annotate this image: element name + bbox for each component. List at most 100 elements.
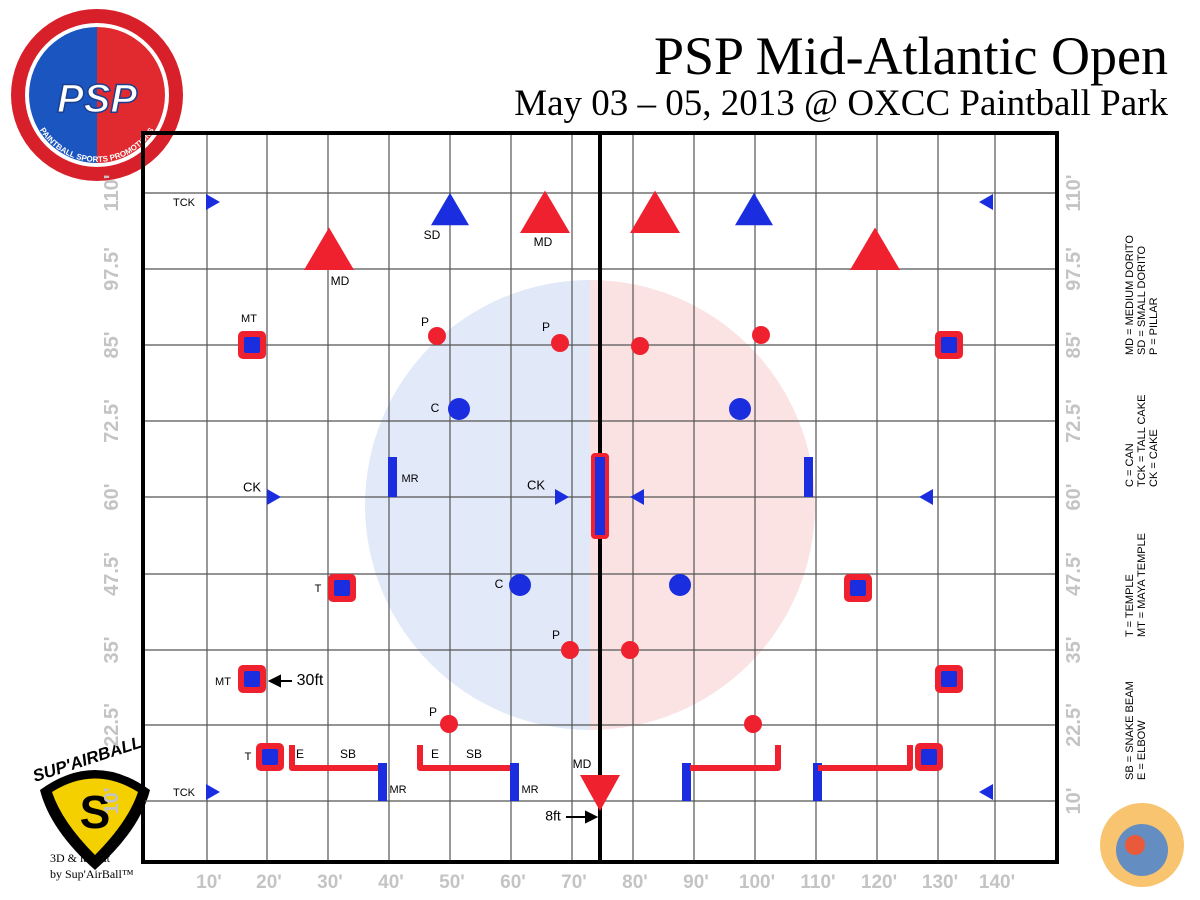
mr (682, 763, 691, 801)
pillar (752, 326, 770, 344)
pillar (440, 715, 458, 733)
bunker-label: T (245, 751, 252, 763)
y-axis-label: 47.5' (1063, 552, 1085, 596)
legend-entry: MD = MEDIUM DORITO (1124, 235, 1136, 355)
bunker-label: E (296, 747, 304, 761)
legend-entry: SD = SMALL DORITO (1136, 245, 1148, 355)
legend-entry: E = ELBOW (1136, 720, 1148, 780)
bunker-label: E (431, 747, 439, 761)
dorito (850, 227, 900, 270)
dorito (431, 192, 469, 226)
mr (510, 763, 519, 801)
bunker-label: MR (389, 784, 406, 796)
temple-core (262, 749, 278, 765)
pillar (428, 327, 446, 345)
bunker-label: TCK (173, 787, 196, 799)
can (509, 574, 531, 596)
bunker-label: 8ft (545, 808, 561, 824)
legend-entry: P = PILLAR (1148, 297, 1160, 355)
bunker-label: P (429, 705, 437, 719)
y-axis-label: 72.5' (1063, 399, 1085, 443)
dorito (304, 227, 354, 270)
legend-entry: SB = SNAKE BEAM (1124, 681, 1136, 780)
psp-logo: PSP PAINTBALL SPORTS PROMOTIONS (11, 9, 183, 181)
mr (388, 457, 397, 497)
cake (206, 784, 220, 800)
bunker-label: 30ft (297, 672, 324, 689)
bunker-label: SB (466, 747, 482, 761)
bunker-label: MT (241, 313, 257, 325)
mr (804, 457, 813, 497)
y-axis-label: 35' (101, 636, 123, 663)
snake-beam (818, 745, 913, 771)
snake-beam (289, 745, 378, 771)
x-axis-label: 40' (378, 872, 404, 893)
bunker-label: MD (573, 757, 592, 771)
cake (919, 489, 933, 505)
y-axis-label: 85' (1063, 331, 1085, 358)
y-axis-label: 60' (1063, 483, 1085, 510)
bunker-label: C (495, 577, 504, 591)
x-axis-label: 90' (683, 872, 709, 893)
bunker-label: MT (215, 676, 231, 688)
x-axis-label: 120' (861, 872, 897, 893)
bunker-label: MD (534, 235, 553, 249)
temple-core (244, 671, 260, 687)
y-axis-label: 110' (101, 174, 123, 211)
bunker-label: P (421, 315, 429, 329)
pillar (551, 334, 569, 352)
bunker-label: SB (340, 747, 356, 761)
snake-beam (690, 745, 781, 771)
supairball-logo: S SUP'AIRBALL 3D & layout by Sup'AirBall… (30, 733, 150, 881)
legend-entry: TCK = TALL CAKE (1136, 395, 1148, 487)
y-axis-label: 85' (101, 331, 123, 358)
x-axis-label: 60' (500, 872, 526, 893)
x-axis-label: 10' (196, 872, 222, 893)
title: PSP Mid-Atlantic Open (654, 26, 1168, 86)
s-mark: S (80, 786, 111, 838)
credit-line: 3D & layout (50, 851, 111, 865)
y-axis-label: 10' (1063, 787, 1085, 814)
bunker-label: TCK (173, 197, 196, 209)
cake (267, 489, 281, 505)
x-axis-label: 130' (922, 872, 958, 893)
bunker-label: MR (521, 784, 538, 796)
bunker-label: MR (401, 473, 418, 485)
bunker-label: CK (527, 477, 545, 492)
y-axis-label: 60' (101, 483, 123, 510)
cake (206, 194, 220, 210)
y-axis-label: 72.5' (101, 399, 123, 443)
dorito (580, 775, 620, 811)
temple-core (244, 337, 260, 353)
dorito (630, 190, 680, 233)
temple-core (334, 580, 350, 596)
center-bunker-core (595, 457, 605, 535)
can (448, 398, 470, 420)
temple-core (941, 337, 957, 353)
bunker-label: T (315, 583, 322, 595)
y-axis-label: 47.5' (101, 552, 123, 596)
y-axis-label: 97.5' (1063, 247, 1085, 291)
y-axis-label: 97.5' (101, 247, 123, 291)
bunker-label: C (431, 401, 440, 415)
x-axis-label: 50' (439, 872, 465, 893)
legend-entry: T = TEMPLE (1124, 574, 1136, 637)
cake (979, 784, 993, 800)
pillar (631, 337, 649, 355)
y-axis-label: 22.5' (101, 703, 123, 747)
x-axis-label: 110' (800, 872, 835, 893)
bottom-right-logo (1100, 803, 1184, 887)
legend-entry: CK = CAKE (1148, 429, 1160, 487)
x-axis-label: 70' (561, 872, 587, 893)
cake (555, 489, 569, 505)
y-axis-label: 110' (1063, 174, 1085, 211)
dorito (520, 190, 570, 233)
y-axis-label: 22.5' (1063, 703, 1085, 747)
arrow (267, 674, 292, 688)
temple-core (850, 580, 866, 596)
x-axis-label: 20' (256, 872, 282, 893)
subtitle: May 03 – 05, 2013 @ OXCC Paintball Park (514, 83, 1168, 124)
arrow (566, 810, 599, 824)
cake (630, 489, 644, 505)
